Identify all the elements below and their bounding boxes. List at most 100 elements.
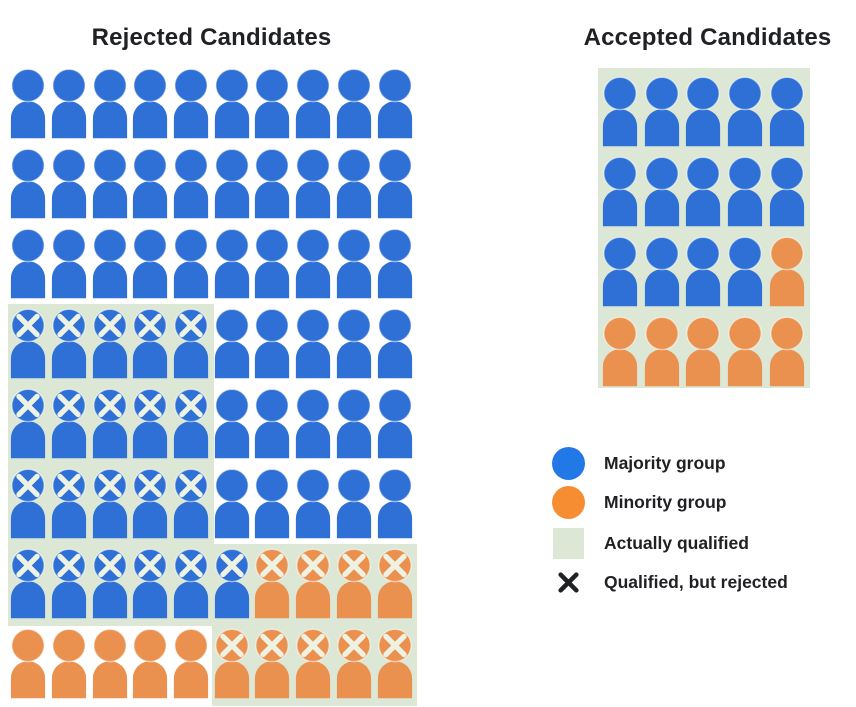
rejected-candidates-grid — [8, 68, 415, 707]
majority-person-icon — [211, 468, 252, 548]
majority-person-icon-rejected-x — [8, 548, 49, 628]
rejected-candidates-chart — [8, 68, 417, 707]
majority-person-icon — [724, 156, 766, 236]
majority-person-icon-rejected-x — [89, 388, 130, 468]
minority-person-icon-rejected-x — [334, 548, 375, 628]
minority-person-icon-rejected-x — [293, 548, 334, 628]
minority-person-icon — [766, 236, 808, 316]
legend-label-majority: Majority group — [604, 452, 726, 473]
legend-label-minority: Minority group — [604, 491, 727, 512]
minority-person-icon-rejected-x — [334, 628, 375, 707]
legend-item-qualified-but-rejected: Qualified, but rejected — [552, 566, 788, 599]
minority-person-icon — [171, 628, 212, 707]
majority-person-icon — [641, 236, 683, 316]
majority-person-icon — [293, 308, 334, 388]
majority-person-icon-rejected-x — [89, 548, 130, 628]
majority-person-icon — [293, 228, 334, 308]
majority-person-icon — [374, 388, 415, 468]
minority-person-icon — [89, 628, 130, 707]
minority-person-icon-rejected-x — [211, 628, 252, 707]
minority-person-icon — [130, 628, 171, 707]
majority-person-icon — [334, 468, 375, 548]
minority-person-icon — [641, 316, 683, 396]
majority-person-icon — [599, 76, 641, 156]
legend: Majority group Minority group Actually q… — [545, 445, 850, 605]
legend-item-actually-qualified: Actually qualified — [552, 527, 749, 560]
majority-person-icon — [766, 156, 808, 236]
majority-person-icon — [334, 68, 375, 148]
majority-person-icon — [683, 236, 725, 316]
majority-person-icon — [130, 148, 171, 228]
green-square-icon — [553, 528, 584, 559]
majority-person-icon — [211, 228, 252, 308]
majority-person-icon-rejected-x — [49, 548, 90, 628]
majority-person-icon-rejected-x — [89, 468, 130, 548]
majority-person-icon — [374, 68, 415, 148]
majority-person-icon — [171, 148, 212, 228]
majority-person-icon-rejected-x — [8, 308, 49, 388]
accepted-candidates-qualified-panel — [598, 68, 810, 388]
minority-swatch-box — [552, 486, 585, 519]
majority-person-icon — [8, 228, 49, 308]
majority-person-icon — [599, 156, 641, 236]
majority-person-icon — [252, 228, 293, 308]
majority-person-icon-rejected-x — [130, 468, 171, 548]
minority-person-icon-rejected-x — [252, 628, 293, 707]
majority-person-icon — [8, 148, 49, 228]
rejected-candidates-title: Rejected Candidates — [91, 24, 332, 51]
legend-item-minority-group: Minority group — [552, 486, 726, 519]
majority-person-icon — [89, 68, 130, 148]
majority-person-icon — [89, 148, 130, 228]
majority-person-icon-rejected-x — [49, 468, 90, 548]
minority-person-icon-rejected-x — [374, 628, 415, 707]
majority-person-icon — [334, 148, 375, 228]
majority-person-icon — [211, 308, 252, 388]
minority-person-icon — [683, 316, 725, 396]
majority-person-icon — [766, 76, 808, 156]
legend-label-qualified: Actually qualified — [604, 532, 749, 553]
majority-person-icon — [334, 388, 375, 468]
qualified-swatch-box — [552, 527, 585, 560]
minority-person-icon — [724, 316, 766, 396]
majority-person-icon — [252, 148, 293, 228]
majority-person-icon — [683, 156, 725, 236]
majority-person-icon — [641, 156, 683, 236]
minority-person-icon — [8, 628, 49, 707]
majority-person-icon-rejected-x — [130, 388, 171, 468]
majority-person-icon — [171, 228, 212, 308]
majority-person-icon-rejected-x — [171, 468, 212, 548]
majority-person-icon-rejected-x — [49, 308, 90, 388]
minority-person-icon-rejected-x — [252, 548, 293, 628]
majority-person-icon-rejected-x — [211, 548, 252, 628]
majority-person-icon-rejected-x — [89, 308, 130, 388]
majority-person-icon — [293, 148, 334, 228]
x-mark-icon — [558, 572, 579, 593]
majority-person-icon — [293, 388, 334, 468]
majority-person-icon — [211, 388, 252, 468]
majority-person-icon — [130, 68, 171, 148]
majority-person-icon-rejected-x — [49, 388, 90, 468]
majority-person-icon-rejected-x — [130, 308, 171, 388]
majority-person-icon — [252, 68, 293, 148]
majority-person-icon — [374, 468, 415, 548]
majority-person-icon — [334, 228, 375, 308]
majority-person-icon — [683, 76, 725, 156]
accepted-candidates-grid — [599, 76, 808, 396]
majority-person-icon — [89, 228, 130, 308]
majority-person-icon — [252, 468, 293, 548]
majority-swatch-box — [552, 447, 585, 480]
majority-person-icon-rejected-x — [8, 388, 49, 468]
orange-circle-icon — [552, 486, 585, 519]
majority-person-icon — [724, 236, 766, 316]
majority-person-icon — [211, 68, 252, 148]
majority-person-icon — [8, 68, 49, 148]
majority-person-icon — [293, 68, 334, 148]
majority-person-icon-rejected-x — [171, 308, 212, 388]
majority-person-icon — [49, 228, 90, 308]
majority-person-icon — [334, 308, 375, 388]
minority-person-icon — [766, 316, 808, 396]
majority-person-icon — [49, 68, 90, 148]
majority-person-icon — [374, 228, 415, 308]
majority-person-icon-rejected-x — [171, 548, 212, 628]
minority-person-icon — [599, 316, 641, 396]
